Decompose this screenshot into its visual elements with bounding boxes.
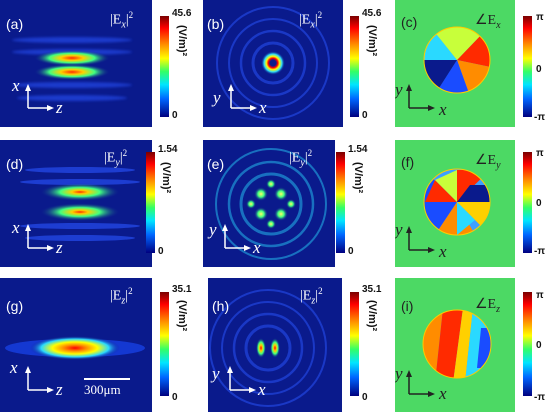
intensity-map-ey-xy — [203, 140, 335, 267]
panel-f: (f) ∠Ey y x — [395, 140, 515, 267]
quantity-label: ∠Ey — [475, 153, 501, 171]
quantity-label: |Ey|2 — [104, 148, 128, 169]
axis-label-horizontal: x — [439, 100, 447, 119]
colorbar-min: 0 — [172, 110, 178, 121]
axis-label-horizontal: x — [258, 380, 266, 399]
axis-label-vertical: x — [10, 358, 18, 377]
axis-label-vertical: y — [209, 220, 217, 239]
panel-label: (e) — [207, 156, 225, 172]
colorbar-min: 0 — [348, 246, 354, 257]
quantity-label: ∠Ex — [475, 13, 501, 31]
panel-label: (f) — [401, 154, 415, 170]
quantity-label: |Ey|2 — [289, 148, 313, 169]
axis-label-horizontal: x — [439, 384, 447, 403]
intensity-map-ey-xz — [0, 140, 152, 267]
panel-h: (h) |Ez|2 y x — [208, 278, 342, 412]
axis-label-horizontal: z — [56, 98, 63, 117]
colorbar-max: 1.54 — [348, 144, 368, 155]
panel-label: (b) — [207, 16, 225, 32]
axis-label-horizontal: x — [259, 98, 267, 117]
panel-label: (d) — [6, 156, 24, 172]
panel-label: (g) — [6, 298, 24, 314]
panel-label: (i) — [401, 298, 414, 314]
colorbar-mid: 0 — [536, 64, 542, 75]
quantity-label: |Ez|2 — [110, 286, 133, 307]
colorbar — [523, 152, 532, 253]
colorbar — [146, 152, 155, 253]
axis-label-horizontal: z — [56, 238, 63, 257]
colorbar-unit: (V/m)² — [366, 300, 378, 332]
colorbar-unit: (V/m)² — [352, 162, 364, 194]
colorbar — [350, 292, 359, 396]
panel-label: (a) — [6, 16, 24, 32]
quantity-label: |Ex|2 — [299, 10, 323, 31]
colorbar-max: π — [536, 148, 544, 159]
phase-map-ey — [395, 140, 515, 267]
colorbar — [350, 16, 359, 117]
intensity-map-ez-xz — [0, 278, 152, 412]
intensity-map-ex-xz — [0, 0, 152, 127]
axis-label-vertical: x — [12, 218, 20, 237]
scale-bar — [84, 378, 130, 380]
panel-a: (a) |Ex|2 x z — [0, 0, 152, 127]
colorbar-min: 0 — [158, 246, 164, 257]
panel-e: (e) |Ey|2 y x — [203, 140, 335, 267]
colorbar-min: -π — [534, 112, 545, 123]
colorbar-max: 35.1 — [362, 284, 382, 295]
colorbar — [160, 16, 169, 117]
panel-c: (c) ∠Ex y x — [395, 0, 515, 127]
quantity-label: |Ex|2 — [110, 10, 134, 31]
colorbar-min: -π — [534, 246, 545, 257]
axis-label-vertical: y — [213, 88, 221, 107]
colorbar — [160, 292, 169, 396]
colorbar-unit: (V/m)² — [176, 25, 188, 57]
colorbar-mid: 0 — [536, 198, 542, 209]
colorbar-max: 1.54 — [158, 144, 178, 155]
panel-d: (d) |Ey|2 x z — [0, 140, 152, 267]
panel-i: (i) ∠Ez y x — [395, 278, 515, 412]
axis-label-horizontal: x — [439, 242, 447, 261]
colorbar — [523, 292, 532, 396]
phase-map-ez — [395, 278, 515, 412]
intensity-map-ex-xy — [203, 0, 343, 127]
axis-label-horizontal: z — [56, 380, 63, 399]
colorbar-unit: (V/m)² — [176, 300, 188, 332]
panel-g: (g) |Ez|2 x z 300μm — [0, 278, 152, 412]
axis-label-vertical: y — [395, 80, 403, 99]
colorbar-min: -π — [534, 392, 545, 403]
axis-label-vertical: x — [12, 76, 20, 95]
colorbar-unit: (V/m)² — [366, 25, 378, 57]
panel-label: (c) — [401, 14, 418, 30]
colorbar-max: 35.1 — [172, 284, 192, 295]
quantity-label: |Ez|2 — [300, 286, 323, 307]
axis-label-vertical: y — [395, 220, 403, 239]
colorbar-max: π — [536, 290, 544, 301]
colorbar-min: 0 — [362, 110, 368, 121]
quantity-label: ∠Ez — [475, 297, 501, 315]
panel-label: (h) — [212, 298, 230, 314]
colorbar-min: 0 — [362, 392, 368, 403]
colorbar-min: 0 — [172, 392, 178, 403]
axis-label-horizontal: x — [253, 238, 261, 257]
colorbar-max: 45.6 — [172, 8, 192, 19]
colorbar — [336, 152, 345, 253]
phase-map-ex — [395, 0, 515, 127]
colorbar-mid: 0 — [536, 340, 542, 351]
colorbar-max: π — [536, 12, 544, 23]
axis-label-vertical: y — [212, 364, 220, 383]
intensity-map-ez-xy — [208, 278, 342, 412]
panel-b: (b) |Ex|2 y x — [203, 0, 343, 127]
axis-label-vertical: y — [395, 364, 403, 383]
colorbar-max: 45.6 — [362, 8, 382, 19]
colorbar — [523, 16, 532, 117]
colorbar-unit: (V/m)² — [160, 162, 172, 194]
scale-bar-label: 300μm — [84, 382, 121, 397]
